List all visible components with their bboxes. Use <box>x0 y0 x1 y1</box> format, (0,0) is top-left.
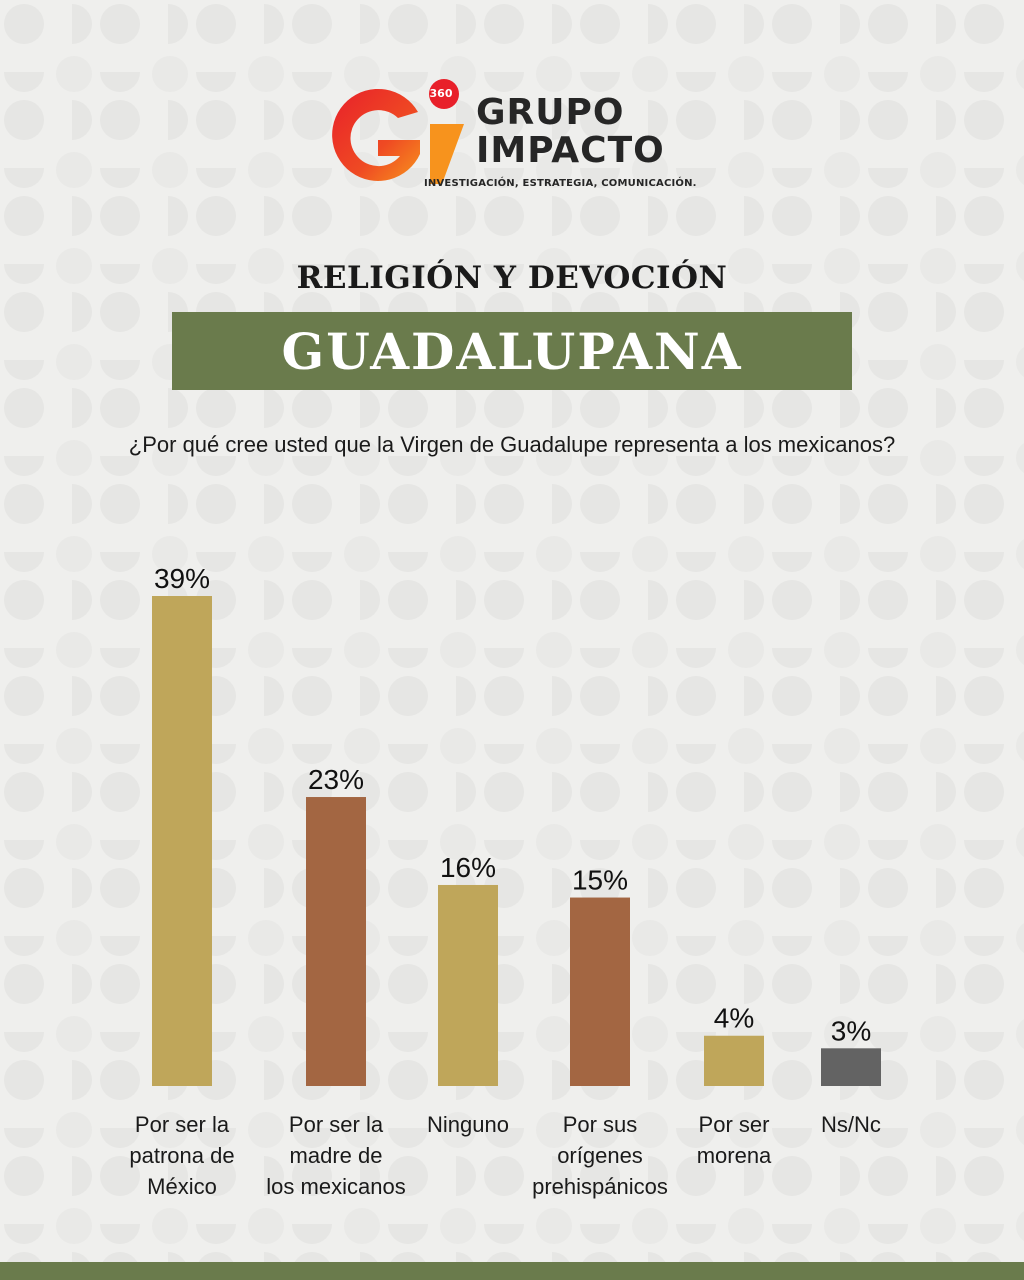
logo-badge: 360 <box>429 87 453 100</box>
brand-name-line1: GRUPO <box>476 92 625 133</box>
category-label-5: Por ser morena <box>697 1112 772 1168</box>
data-label-1: 39% <box>154 563 210 594</box>
data-label-6: 3% <box>831 1015 871 1046</box>
category-label-4: Por sus orígenes prehispánicos <box>532 1112 668 1199</box>
bar-1 <box>152 596 212 1086</box>
bar-6 <box>821 1048 881 1086</box>
category-label-6: Ns/Nc <box>821 1112 881 1137</box>
category-label-2: Por ser la madre de los mexicanos <box>266 1112 405 1199</box>
bar-2 <box>306 797 366 1086</box>
bar-5 <box>704 1035 764 1086</box>
data-label-2: 23% <box>308 764 364 795</box>
title-banner: GUADALUPANA <box>172 312 852 390</box>
brand-tagline: INVESTIGACIÓN, ESTRATEGIA, COMUNICACIÓN. <box>424 178 697 189</box>
data-label-3: 16% <box>440 852 496 883</box>
category-label-1: Por ser la patrona de México <box>129 1112 234 1199</box>
page-title: RELIGIÓN Y DEVOCIÓN <box>296 260 728 296</box>
data-label-5: 4% <box>714 1003 754 1034</box>
bar-3 <box>438 884 498 1086</box>
survey-question: ¿Por qué cree usted que la Virgen de Gua… <box>128 432 896 457</box>
data-label-4: 15% <box>572 865 628 896</box>
page-subtitle: GUADALUPANA <box>281 321 743 381</box>
bar-4 <box>570 897 630 1086</box>
logo-mark-icon <box>332 79 464 184</box>
brand-logo: 360 GRUPO IMPACTO INVESTIGACIÓN, ESTRATE… <box>326 78 706 196</box>
footer-bar <box>0 1262 1024 1280</box>
category-label-3: Ninguno <box>427 1112 509 1137</box>
brand-name-line2: IMPACTO <box>476 130 665 171</box>
